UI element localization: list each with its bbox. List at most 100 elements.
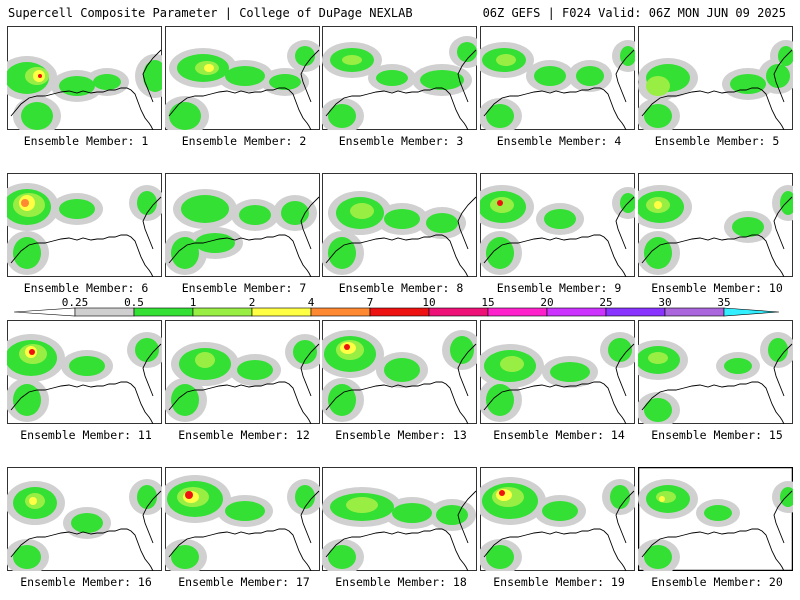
atlantic-coastline [300,49,320,103]
map-panel-9[interactable] [480,173,635,277]
colorbar: 0.25 0.5 1 2 4 7 10 15 20 25 30 35 [13,296,780,317]
scp-contour-g [143,60,162,92]
colorbar-segment [369,307,430,317]
scp-contour-g [181,195,229,223]
scp-contour-g [732,217,764,237]
atlantic-coastline [300,490,320,544]
atlantic-coastline [457,490,477,544]
atlantic-coastline [773,49,793,103]
atlantic-coastline [615,343,635,397]
scp-contour-g [13,237,41,269]
scp-contour-g [576,66,604,86]
map-panel-16[interactable] [7,467,162,571]
scp-contour-r [497,200,503,206]
map-panel-5[interactable] [638,26,793,130]
scp-contour-g [93,74,121,90]
scp-contour-g [328,384,356,416]
gulf-coastline [483,234,627,277]
member-label: Ensemble Member: 2 [181,134,307,148]
member-label: Ensemble Member: 11 [20,428,152,442]
colorbar-segment [487,307,548,317]
gulf-coastline [641,87,785,130]
member-label: Ensemble Member: 6 [23,281,149,295]
map-panel-7[interactable] [165,173,320,277]
scp-contour-g [295,485,315,509]
scp-contour-g [376,70,408,86]
colorbar-segment [133,307,194,317]
map-panel-10[interactable] [638,173,793,277]
scp-contour-g [644,237,672,269]
member-label: Ensemble Member: 5 [654,134,780,148]
scp-contour-lg [656,491,676,503]
gulf-coastline [325,87,469,130]
map-panel-13[interactable] [322,320,477,424]
scp-contour-g [293,340,317,364]
scp-contour-lg [648,352,668,364]
atlantic-coastline [615,49,635,103]
gulf-coastline [641,381,785,424]
scp-contour-g [21,102,53,130]
scp-contour-g [724,358,752,374]
member-label: Ensemble Member: 7 [181,281,307,295]
gulf-coastline [325,528,469,571]
scp-contour-g [225,66,265,86]
scp-contour-g [610,485,630,509]
map-panel-20[interactable] [638,467,793,571]
scp-contour-y [654,201,662,209]
scp-contour-g [768,338,788,362]
member-label: Ensemble Member: 18 [335,575,467,589]
member-label: Ensemble Member: 10 [651,281,783,295]
scp-contour-g [436,505,468,525]
map-panel-14[interactable] [480,320,635,424]
map-panel-1[interactable] [7,26,162,130]
scp-contour-g [225,501,265,521]
gulf-coastline [10,234,154,277]
scp-contour-g [328,545,356,569]
member-label: Ensemble Member: 3 [338,134,464,148]
map-panel-2[interactable] [165,26,320,130]
colorbar-tick-label: 15 [481,296,494,309]
member-label: Ensemble Member: 1 [23,134,149,148]
scp-contour-r [344,344,350,350]
atlantic-coastline [773,343,793,397]
atlantic-coastline [142,196,162,250]
scp-contour-g [542,501,578,521]
colorbar-segment [251,307,312,317]
map-panel-18[interactable] [322,467,477,571]
map-panel-4[interactable] [480,26,635,130]
scp-contour-g [457,42,477,62]
colorbar-segment [310,307,371,317]
map-panel-17[interactable] [165,467,320,571]
scp-contour-lg [496,54,516,66]
map-panel-3[interactable] [322,26,477,130]
colorbar-segment [664,307,725,317]
colorbar-tick-label: 2 [249,296,256,309]
scp-contour-g [730,74,766,94]
map-title: Supercell Composite Parameter | College … [8,6,413,20]
scp-contour-lg [342,55,362,65]
gulf-coastline [483,528,627,571]
map-panel-8[interactable] [322,173,477,277]
colorbar-tick-label: 0.5 [124,296,144,309]
colorbar-segment [74,307,135,317]
map-panel-6[interactable] [7,173,162,277]
scp-contour-g [392,503,432,523]
scp-contour-g [608,338,632,362]
gulf-coastline [325,234,469,277]
colorbar-tick-label: 1 [190,296,197,309]
colorbar-segment [605,307,666,317]
colorbar-tick-label: 35 [717,296,730,309]
scp-contour-g [69,356,105,376]
map-panel-19[interactable] [480,467,635,571]
map-panel-12[interactable] [165,320,320,424]
colorbar-tick-label: 30 [658,296,671,309]
member-label: Ensemble Member: 20 [651,575,783,589]
map-panel-15[interactable] [638,320,793,424]
map-panel-11[interactable] [7,320,162,424]
scp-contour-lg [500,356,524,372]
scp-contour-g [384,209,420,229]
scp-contour-g [426,213,458,233]
scp-contour-r [185,491,193,499]
atlantic-coastline [457,196,477,250]
atlantic-coastline [142,343,162,397]
